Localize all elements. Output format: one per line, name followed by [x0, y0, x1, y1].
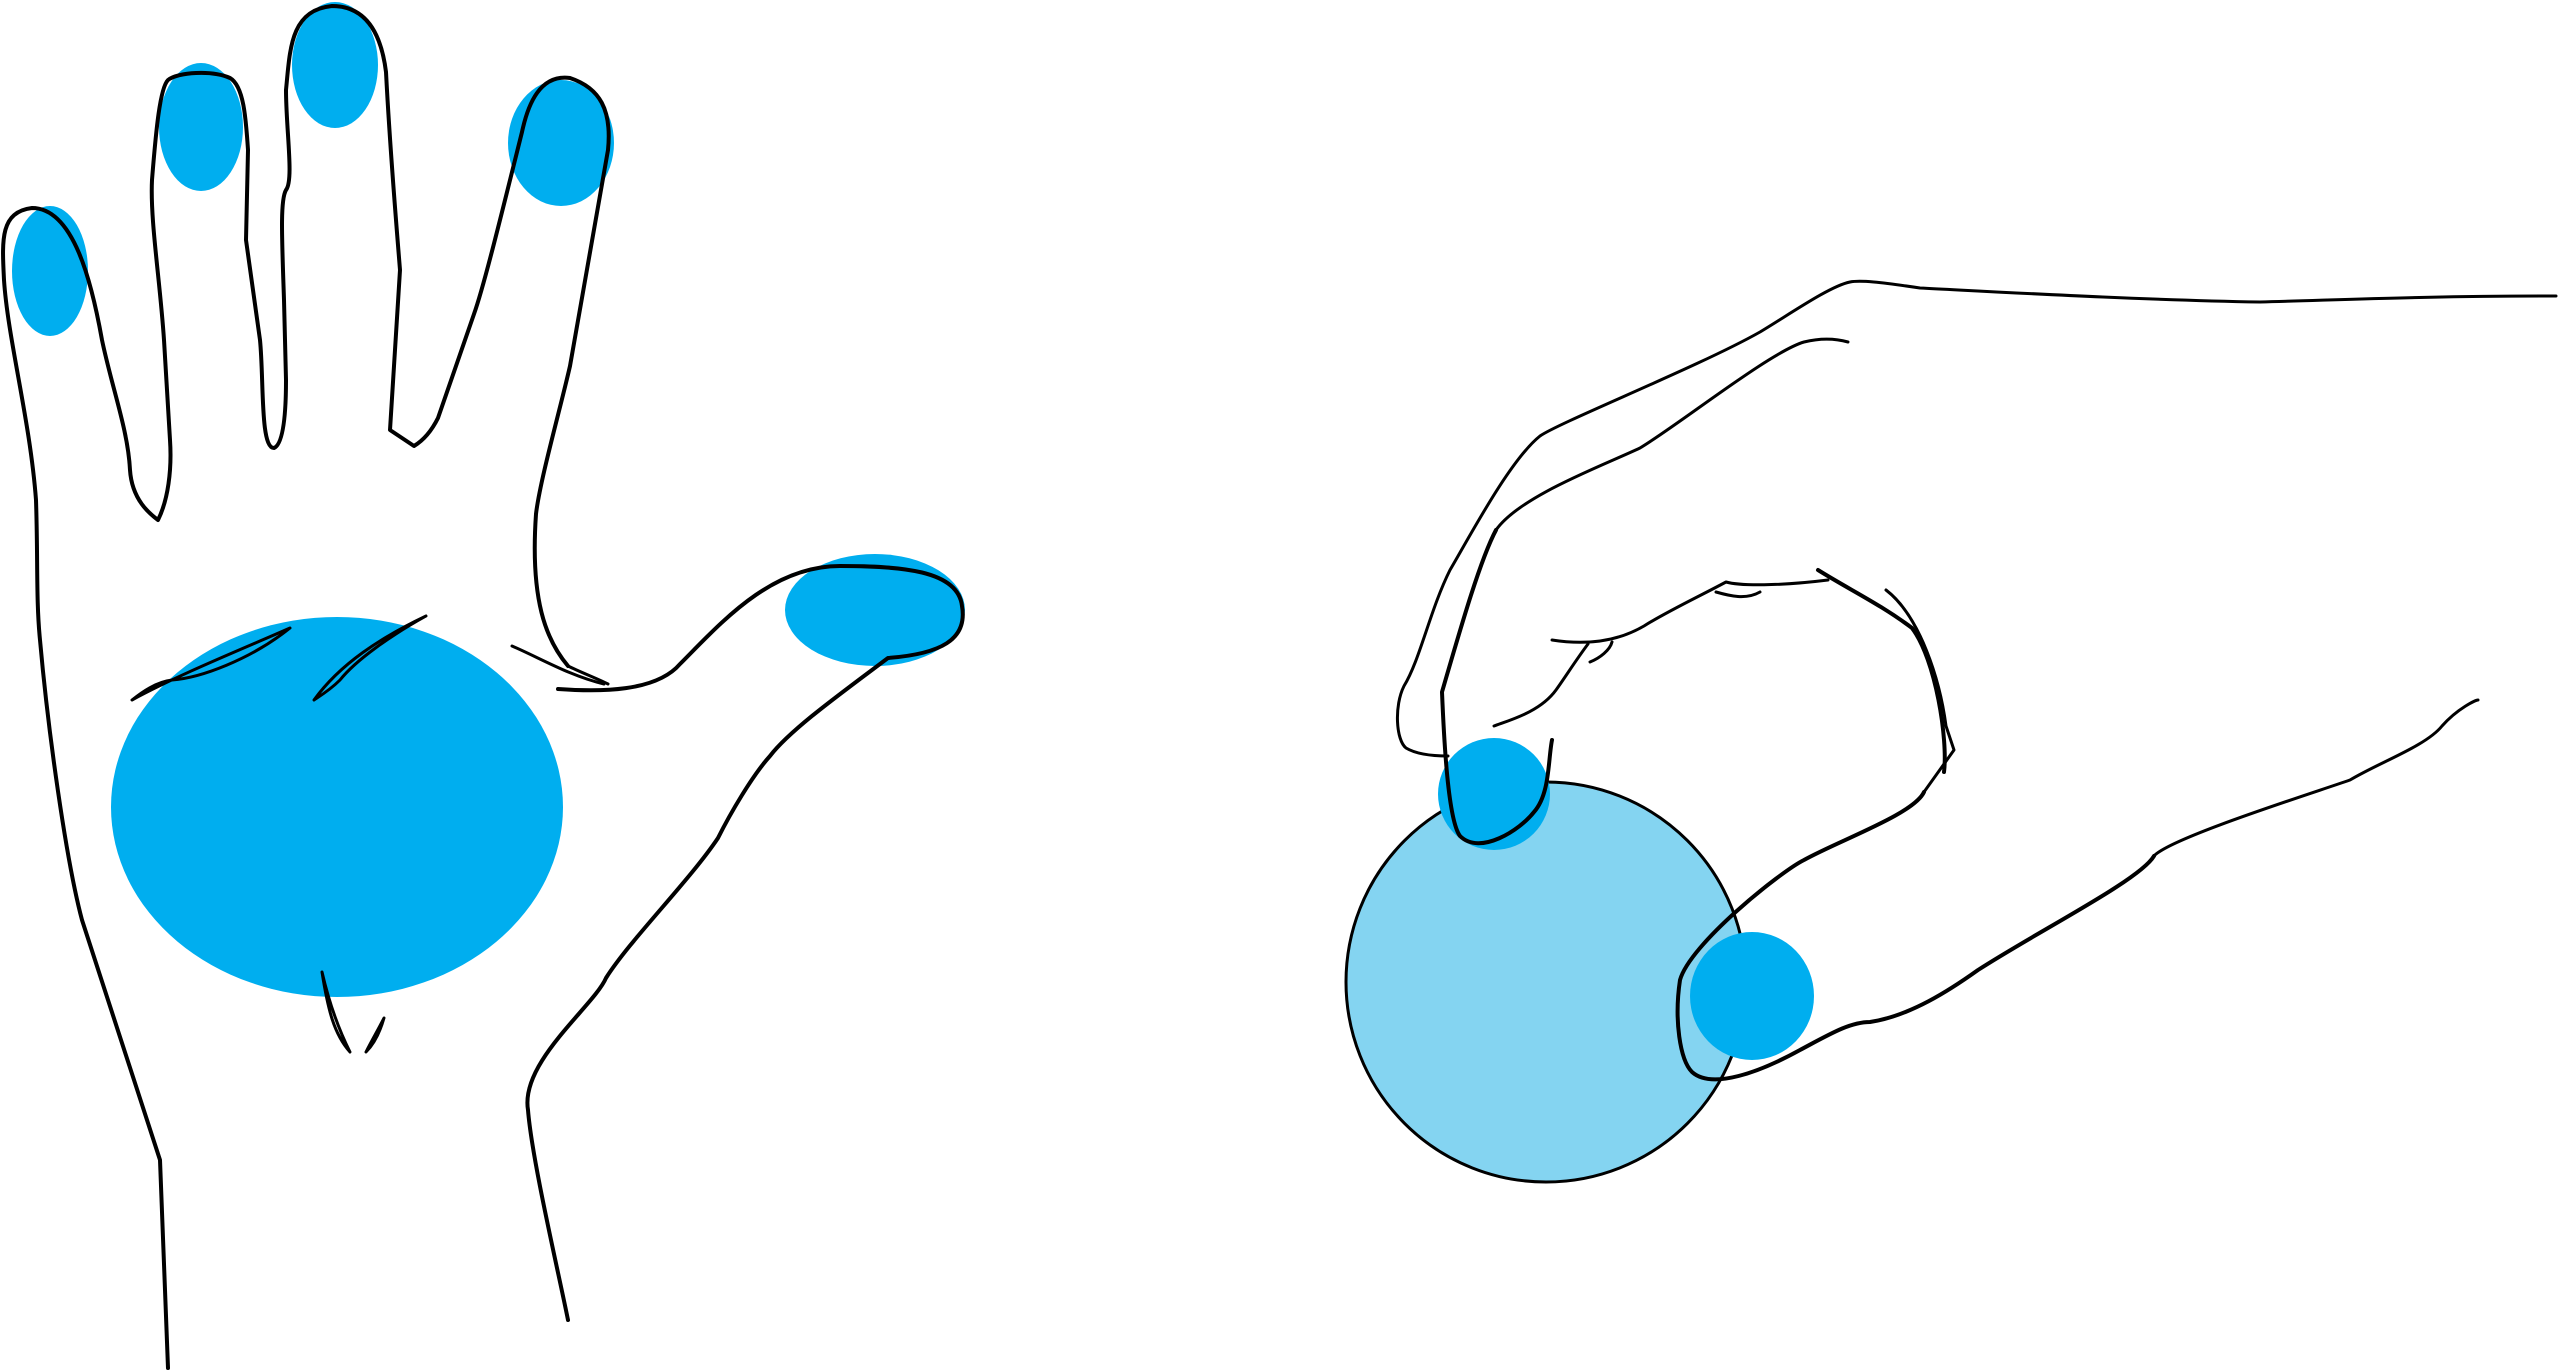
pinch-thumb-contour	[1675, 790, 2156, 1082]
index-tip-contact-area	[508, 80, 614, 206]
little-tip-contact-area	[12, 206, 88, 336]
held-ball	[1344, 780, 1748, 1184]
forearm-top-contour	[1395, 279, 2558, 758]
curled-finger-joint	[1492, 642, 1590, 728]
palm-crease-2	[312, 614, 428, 702]
thumb-contour	[525, 564, 965, 1322]
finger-nail-line	[1714, 590, 1762, 599]
palm-crease-3	[320, 970, 352, 1054]
ring-tip-contact-area	[159, 63, 243, 191]
index-finger-contour	[1440, 528, 1554, 846]
ring-finger-contour	[1816, 568, 1947, 774]
thumb-tip-contact-area	[1690, 932, 1814, 1060]
thumb-base-crease	[510, 644, 606, 686]
pinch-hand-outline	[1395, 279, 2558, 1082]
thumb-web-crease	[566, 664, 610, 686]
open-hand-panel	[1, 2, 965, 1370]
palm-crease-4	[364, 1016, 386, 1054]
open-hand-outline	[1, 4, 965, 1370]
middle-finger-contour	[1494, 337, 1850, 532]
pinch-grip-panel	[1344, 279, 2558, 1184]
palm-contact-area	[111, 617, 563, 997]
palm-crease-1	[130, 626, 292, 702]
hand-outer-contour	[1, 4, 611, 1370]
index-tip-contact-area	[1438, 738, 1550, 850]
thumb-tip-contact-area	[785, 554, 965, 666]
curled-finger-underside	[1550, 578, 1830, 644]
knuckle-crease	[1588, 640, 1614, 664]
open-hand-contact-areas	[12, 2, 965, 997]
middle-tip-contact-area	[292, 2, 378, 128]
forearm-bottom-contour	[2152, 698, 2480, 858]
little-finger-contour	[1884, 588, 1956, 794]
